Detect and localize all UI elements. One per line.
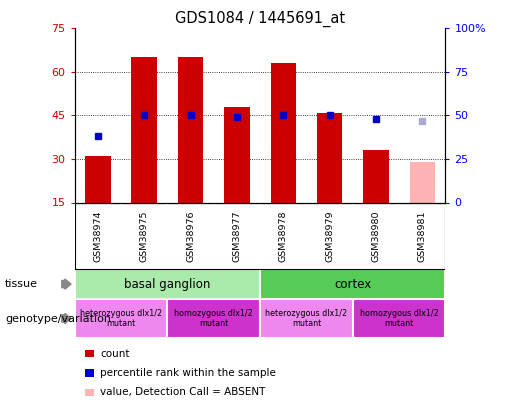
Text: GSM38976: GSM38976 bbox=[186, 210, 195, 262]
Bar bbox=[131, 58, 157, 202]
Title: GDS1084 / 1445691_at: GDS1084 / 1445691_at bbox=[175, 11, 345, 27]
Text: cortex: cortex bbox=[334, 277, 371, 291]
Bar bbox=[178, 58, 203, 202]
Text: value, Detection Call = ABSENT: value, Detection Call = ABSENT bbox=[100, 388, 266, 397]
Text: heterozygous dlx1/2
mutant: heterozygous dlx1/2 mutant bbox=[265, 309, 348, 328]
Bar bbox=[353, 299, 445, 338]
Text: homozygous dlx1/2
mutant: homozygous dlx1/2 mutant bbox=[175, 309, 253, 328]
Bar bbox=[409, 162, 435, 202]
Bar bbox=[260, 299, 353, 338]
Bar bbox=[270, 63, 296, 202]
Text: GSM38979: GSM38979 bbox=[325, 210, 334, 262]
Bar bbox=[363, 150, 389, 202]
Bar bbox=[167, 299, 260, 338]
Text: genotype/variation: genotype/variation bbox=[5, 313, 111, 324]
Text: tissue: tissue bbox=[5, 279, 38, 289]
Bar bbox=[85, 156, 111, 202]
Bar bbox=[224, 107, 250, 202]
Text: count: count bbox=[100, 349, 130, 358]
Text: homozygous dlx1/2
mutant: homozygous dlx1/2 mutant bbox=[360, 309, 438, 328]
Text: heterozygous dlx1/2
mutant: heterozygous dlx1/2 mutant bbox=[80, 309, 162, 328]
Text: GSM38974: GSM38974 bbox=[93, 210, 102, 262]
Bar bbox=[260, 269, 445, 299]
Bar bbox=[317, 113, 342, 202]
Text: GSM38977: GSM38977 bbox=[232, 210, 242, 262]
Bar bbox=[75, 299, 167, 338]
Bar bbox=[75, 269, 260, 299]
Text: percentile rank within the sample: percentile rank within the sample bbox=[100, 368, 277, 378]
Text: GSM38980: GSM38980 bbox=[371, 210, 381, 262]
Text: GSM38978: GSM38978 bbox=[279, 210, 288, 262]
Text: GSM38981: GSM38981 bbox=[418, 210, 427, 262]
Text: basal ganglion: basal ganglion bbox=[124, 277, 211, 291]
Text: GSM38975: GSM38975 bbox=[140, 210, 149, 262]
